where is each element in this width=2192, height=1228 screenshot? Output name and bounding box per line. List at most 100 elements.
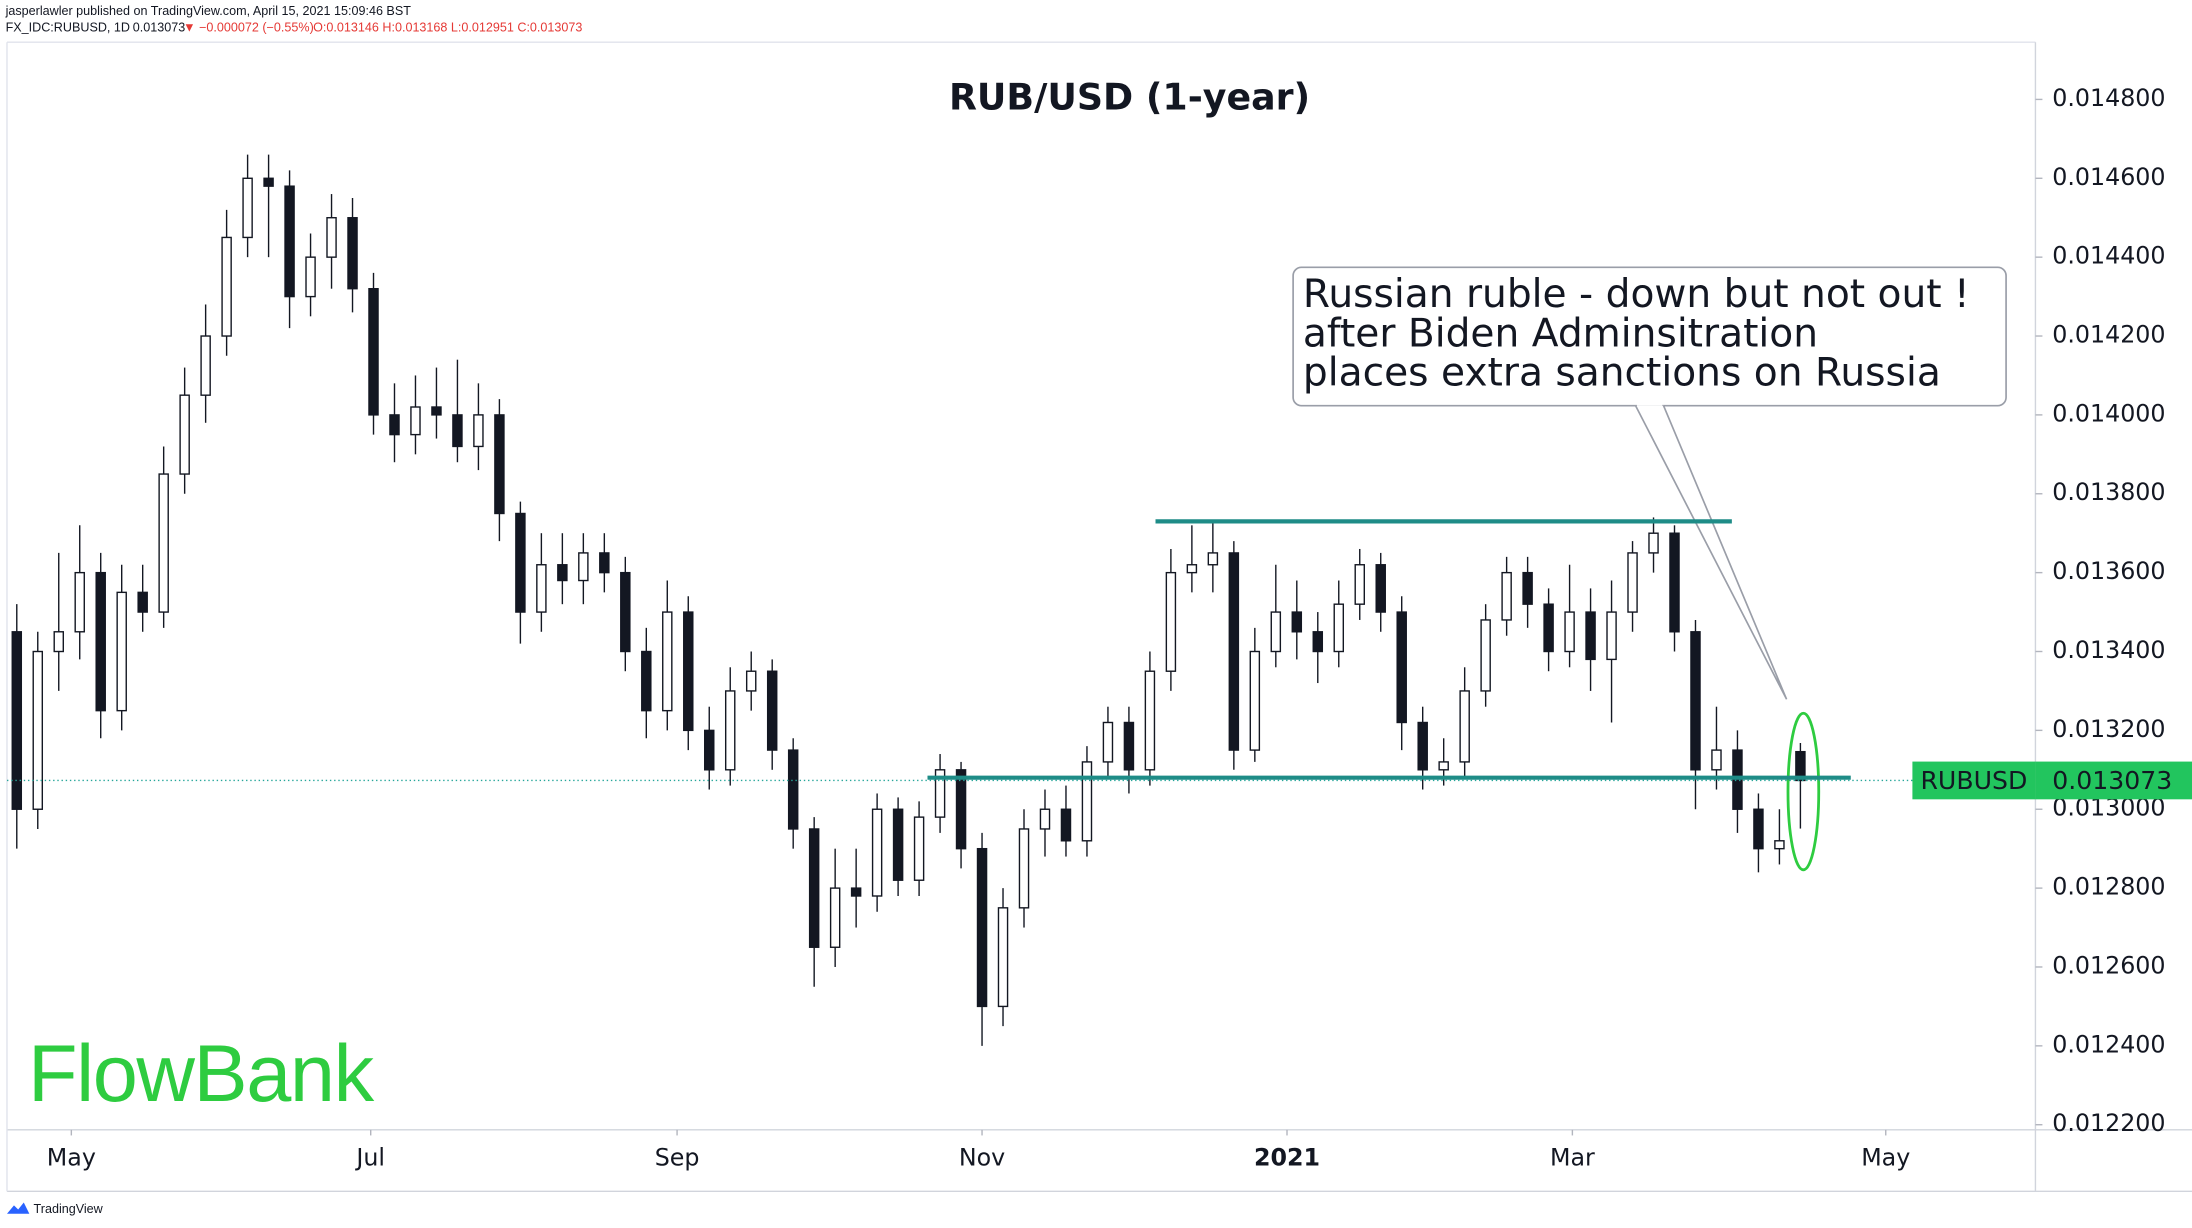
candle-body — [1795, 750, 1806, 782]
candle-body — [1396, 611, 1407, 724]
candle-body — [1165, 571, 1177, 672]
candle-body — [1333, 603, 1345, 653]
y-tick-label: 0.013400 — [2052, 636, 2165, 664]
candle-body — [1711, 749, 1722, 771]
candle-body — [745, 670, 757, 692]
callout-pointer — [1634, 405, 1788, 700]
y-tick-label: 0.012800 — [2052, 873, 2165, 901]
footer: TradingView — [34, 1202, 104, 1216]
price-label: 0.013073 — [2052, 766, 2172, 795]
candle-body — [284, 185, 295, 298]
candle-body — [1459, 690, 1470, 763]
x-tick-label: Sep — [655, 1144, 700, 1172]
candle-body — [1501, 571, 1512, 621]
y-tick-label: 0.012400 — [2052, 1030, 2165, 1058]
candle-body — [305, 256, 316, 298]
candle-body — [704, 729, 715, 771]
candle-body — [221, 236, 232, 337]
candle-body — [1480, 619, 1491, 692]
candle-body — [599, 552, 610, 574]
candle-body — [368, 288, 379, 416]
chart-title: RUB/USD (1-year) — [949, 76, 1310, 119]
x-tick-label: Mar — [1550, 1144, 1595, 1172]
candle-body — [1144, 670, 1156, 771]
candle-body — [976, 847, 988, 1008]
candle-body — [263, 177, 274, 187]
candle-body — [578, 552, 589, 582]
x-tick-label: Nov — [959, 1144, 1005, 1172]
candle-body — [808, 828, 820, 948]
symbol-label: RUBUSD — [1920, 766, 2027, 795]
candle-body — [347, 217, 358, 290]
candle-body — [1354, 564, 1365, 605]
x-tick-label: May — [47, 1144, 96, 1172]
candle-body — [641, 650, 652, 712]
x-tick-label: May — [1861, 1144, 1910, 1172]
candle-body — [850, 887, 862, 897]
candle-body — [934, 769, 946, 818]
candle-body — [1522, 571, 1533, 605]
callout-text: places extra sanctions on Russia — [1303, 350, 1941, 395]
candle-body — [557, 564, 568, 582]
candle-body — [1060, 808, 1072, 842]
callout-text: Russian ruble - down but not out ! — [1303, 272, 1970, 317]
candle-body — [1753, 808, 1764, 850]
candle-body — [683, 611, 694, 732]
candle-body — [179, 394, 190, 475]
candle-body — [1312, 631, 1324, 653]
symbol-info: FX_IDC:RUBUSD, 1D — [6, 21, 130, 35]
candle-body — [1018, 828, 1030, 909]
y-tick-label: 0.012200 — [2052, 1109, 2165, 1137]
candle-body — [766, 670, 778, 751]
candle-body — [431, 406, 442, 416]
x-tick-label: 2021 — [1254, 1144, 1320, 1172]
logo: FlowBank — [28, 1029, 375, 1119]
candle-body — [1081, 761, 1093, 842]
candle-body — [1228, 552, 1240, 751]
candle-body — [955, 769, 967, 850]
candle-body — [116, 591, 127, 712]
callout-text: after Biden Adminsitration — [1303, 311, 1818, 356]
candle-body — [829, 887, 841, 948]
candle-body — [724, 690, 736, 771]
candle-body — [242, 177, 253, 239]
y-tick-label: 0.013200 — [2052, 715, 2165, 743]
y-tick-label: 0.014000 — [2052, 399, 2165, 427]
candle-body — [1585, 611, 1596, 661]
candle-body — [662, 611, 673, 712]
candle-body — [473, 414, 484, 448]
candle-body — [53, 631, 64, 653]
publisher: jasperlawler published on TradingView.co… — [5, 4, 412, 18]
candle-body — [1123, 721, 1135, 771]
candle-body — [871, 808, 883, 897]
candle-body — [1417, 721, 1428, 771]
candle-body — [1774, 840, 1785, 850]
y-tick-label: 0.014400 — [2052, 242, 2165, 270]
highlight-ellipse — [1786, 711, 1821, 872]
candle-body — [32, 650, 44, 810]
y-tick-label: 0.012600 — [2052, 951, 2165, 979]
candle-body — [1270, 611, 1282, 653]
y-tick-label: 0.013800 — [2052, 478, 2165, 506]
candle-body — [410, 406, 421, 436]
candle-body — [1543, 603, 1554, 653]
candle-body — [1249, 650, 1261, 751]
candle-body — [1690, 631, 1701, 771]
candle-body — [1648, 532, 1659, 554]
candle-body — [1606, 611, 1617, 661]
candle-body — [494, 414, 505, 515]
y-tick-label: 0.014200 — [2052, 321, 2165, 349]
change-info: ▼ −0.000072 (−0.55%) — [183, 21, 314, 35]
candle-body — [1102, 721, 1114, 763]
candle-body — [326, 217, 337, 258]
candle-body — [1375, 564, 1386, 613]
candle-body — [95, 571, 106, 712]
y-tick-label: 0.014600 — [2052, 163, 2165, 191]
candle-body — [158, 473, 169, 613]
symbol-label-box — [1912, 761, 2036, 800]
candle-body — [137, 591, 148, 613]
candle-body — [74, 571, 85, 633]
